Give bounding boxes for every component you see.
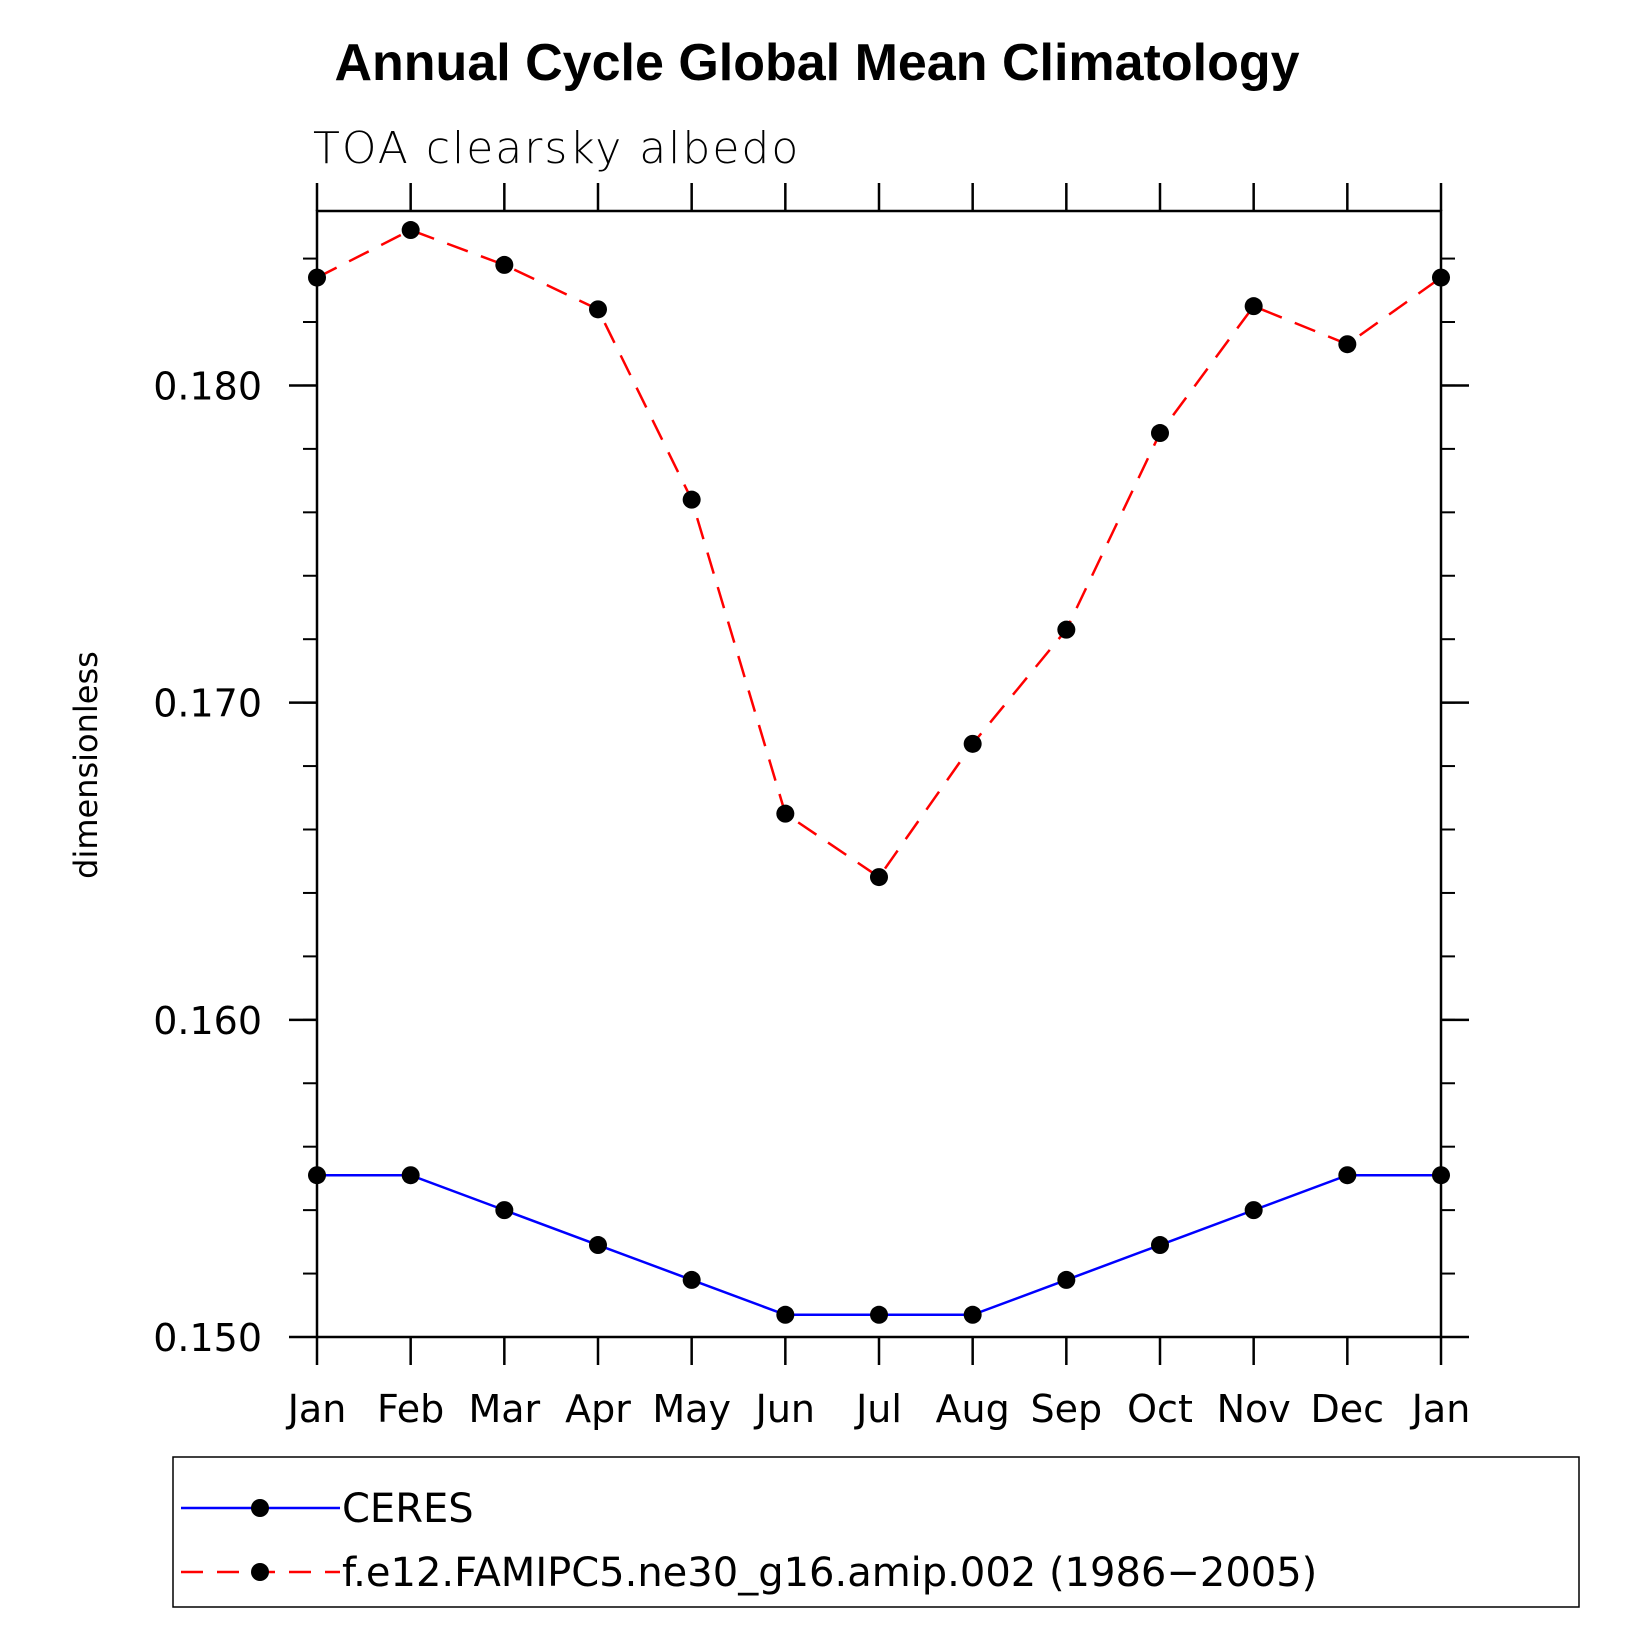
x-tick-label: Dec <box>1311 1387 1385 1431</box>
data-point <box>1151 1236 1169 1255</box>
y-tick-label: 0.160 <box>153 999 262 1043</box>
x-tick-label: Mar <box>468 1387 540 1431</box>
x-tick-label: Feb <box>377 1387 444 1431</box>
series-line-2 <box>316 228 1442 879</box>
x-tick-label: Jun <box>754 1387 815 1431</box>
x-tick-label: Aug <box>936 1387 1010 1431</box>
data-point <box>1244 297 1263 316</box>
data-point <box>1338 335 1357 354</box>
data-point <box>776 804 795 823</box>
data-point <box>401 1166 420 1185</box>
y-tick-label: 0.150 <box>153 1316 262 1360</box>
y-tick-label: 0.180 <box>153 364 262 408</box>
data-point <box>1432 268 1450 287</box>
data-point <box>682 490 701 509</box>
data-point <box>1057 620 1076 639</box>
data-point <box>1151 424 1169 443</box>
x-tick-label: Nov <box>1217 1387 1291 1431</box>
data-point <box>963 1305 982 1324</box>
x-tick-label: Sep <box>1031 1387 1103 1431</box>
data-point <box>776 1305 795 1324</box>
series-group <box>308 221 1450 1324</box>
legend: CERES f.e12.FAMIPC5.ne30_g16.amip.002 (19… <box>181 1486 1317 1596</box>
data-point <box>401 221 420 240</box>
data-point <box>870 868 888 887</box>
axes: Jan Feb Mar Apr May Jun Jul Aug Sep Oct Nov Dec Jan 0… <box>153 183 1470 1431</box>
chart-title: Annual Cycle Global Mean Climatology <box>334 34 1299 92</box>
x-tick-label: Jul <box>854 1387 902 1431</box>
plot-frame <box>315 209 1443 1339</box>
data-point <box>963 734 982 753</box>
y-tick-label: 0.170 <box>153 682 262 726</box>
data-point <box>870 1305 888 1324</box>
data-point <box>589 1236 607 1255</box>
data-point <box>589 300 607 319</box>
data-point <box>1244 1201 1263 1220</box>
x-tick-label: Jan <box>286 1387 347 1431</box>
x-tick-label: Jan <box>1410 1387 1471 1431</box>
data-point <box>308 1166 326 1185</box>
data-point <box>495 1201 514 1220</box>
data-point <box>308 268 326 287</box>
y-axis-label: dimensionless <box>67 651 105 879</box>
legend-marker-1 <box>251 1499 269 1517</box>
data-point <box>1432 1166 1450 1185</box>
legend-label-2: f.e12.FAMIPC5.ne30_g16.amip.002 (1986−20… <box>342 1550 1317 1596</box>
data-point <box>682 1270 701 1289</box>
data-point <box>1338 1166 1357 1185</box>
legend-marker-2 <box>251 1563 269 1581</box>
x-tick-label: Apr <box>565 1387 631 1431</box>
data-point <box>1057 1270 1076 1289</box>
x-tick-label: Oct <box>1127 1387 1193 1431</box>
series-line-1 <box>317 1173 1441 1317</box>
legend-box <box>172 1456 1580 1608</box>
legend-label-1: CERES <box>342 1486 474 1532</box>
data-point <box>495 255 514 274</box>
x-tick-label: May <box>652 1387 731 1431</box>
chart-subtitle: TOA clearsky albedo <box>313 123 800 174</box>
